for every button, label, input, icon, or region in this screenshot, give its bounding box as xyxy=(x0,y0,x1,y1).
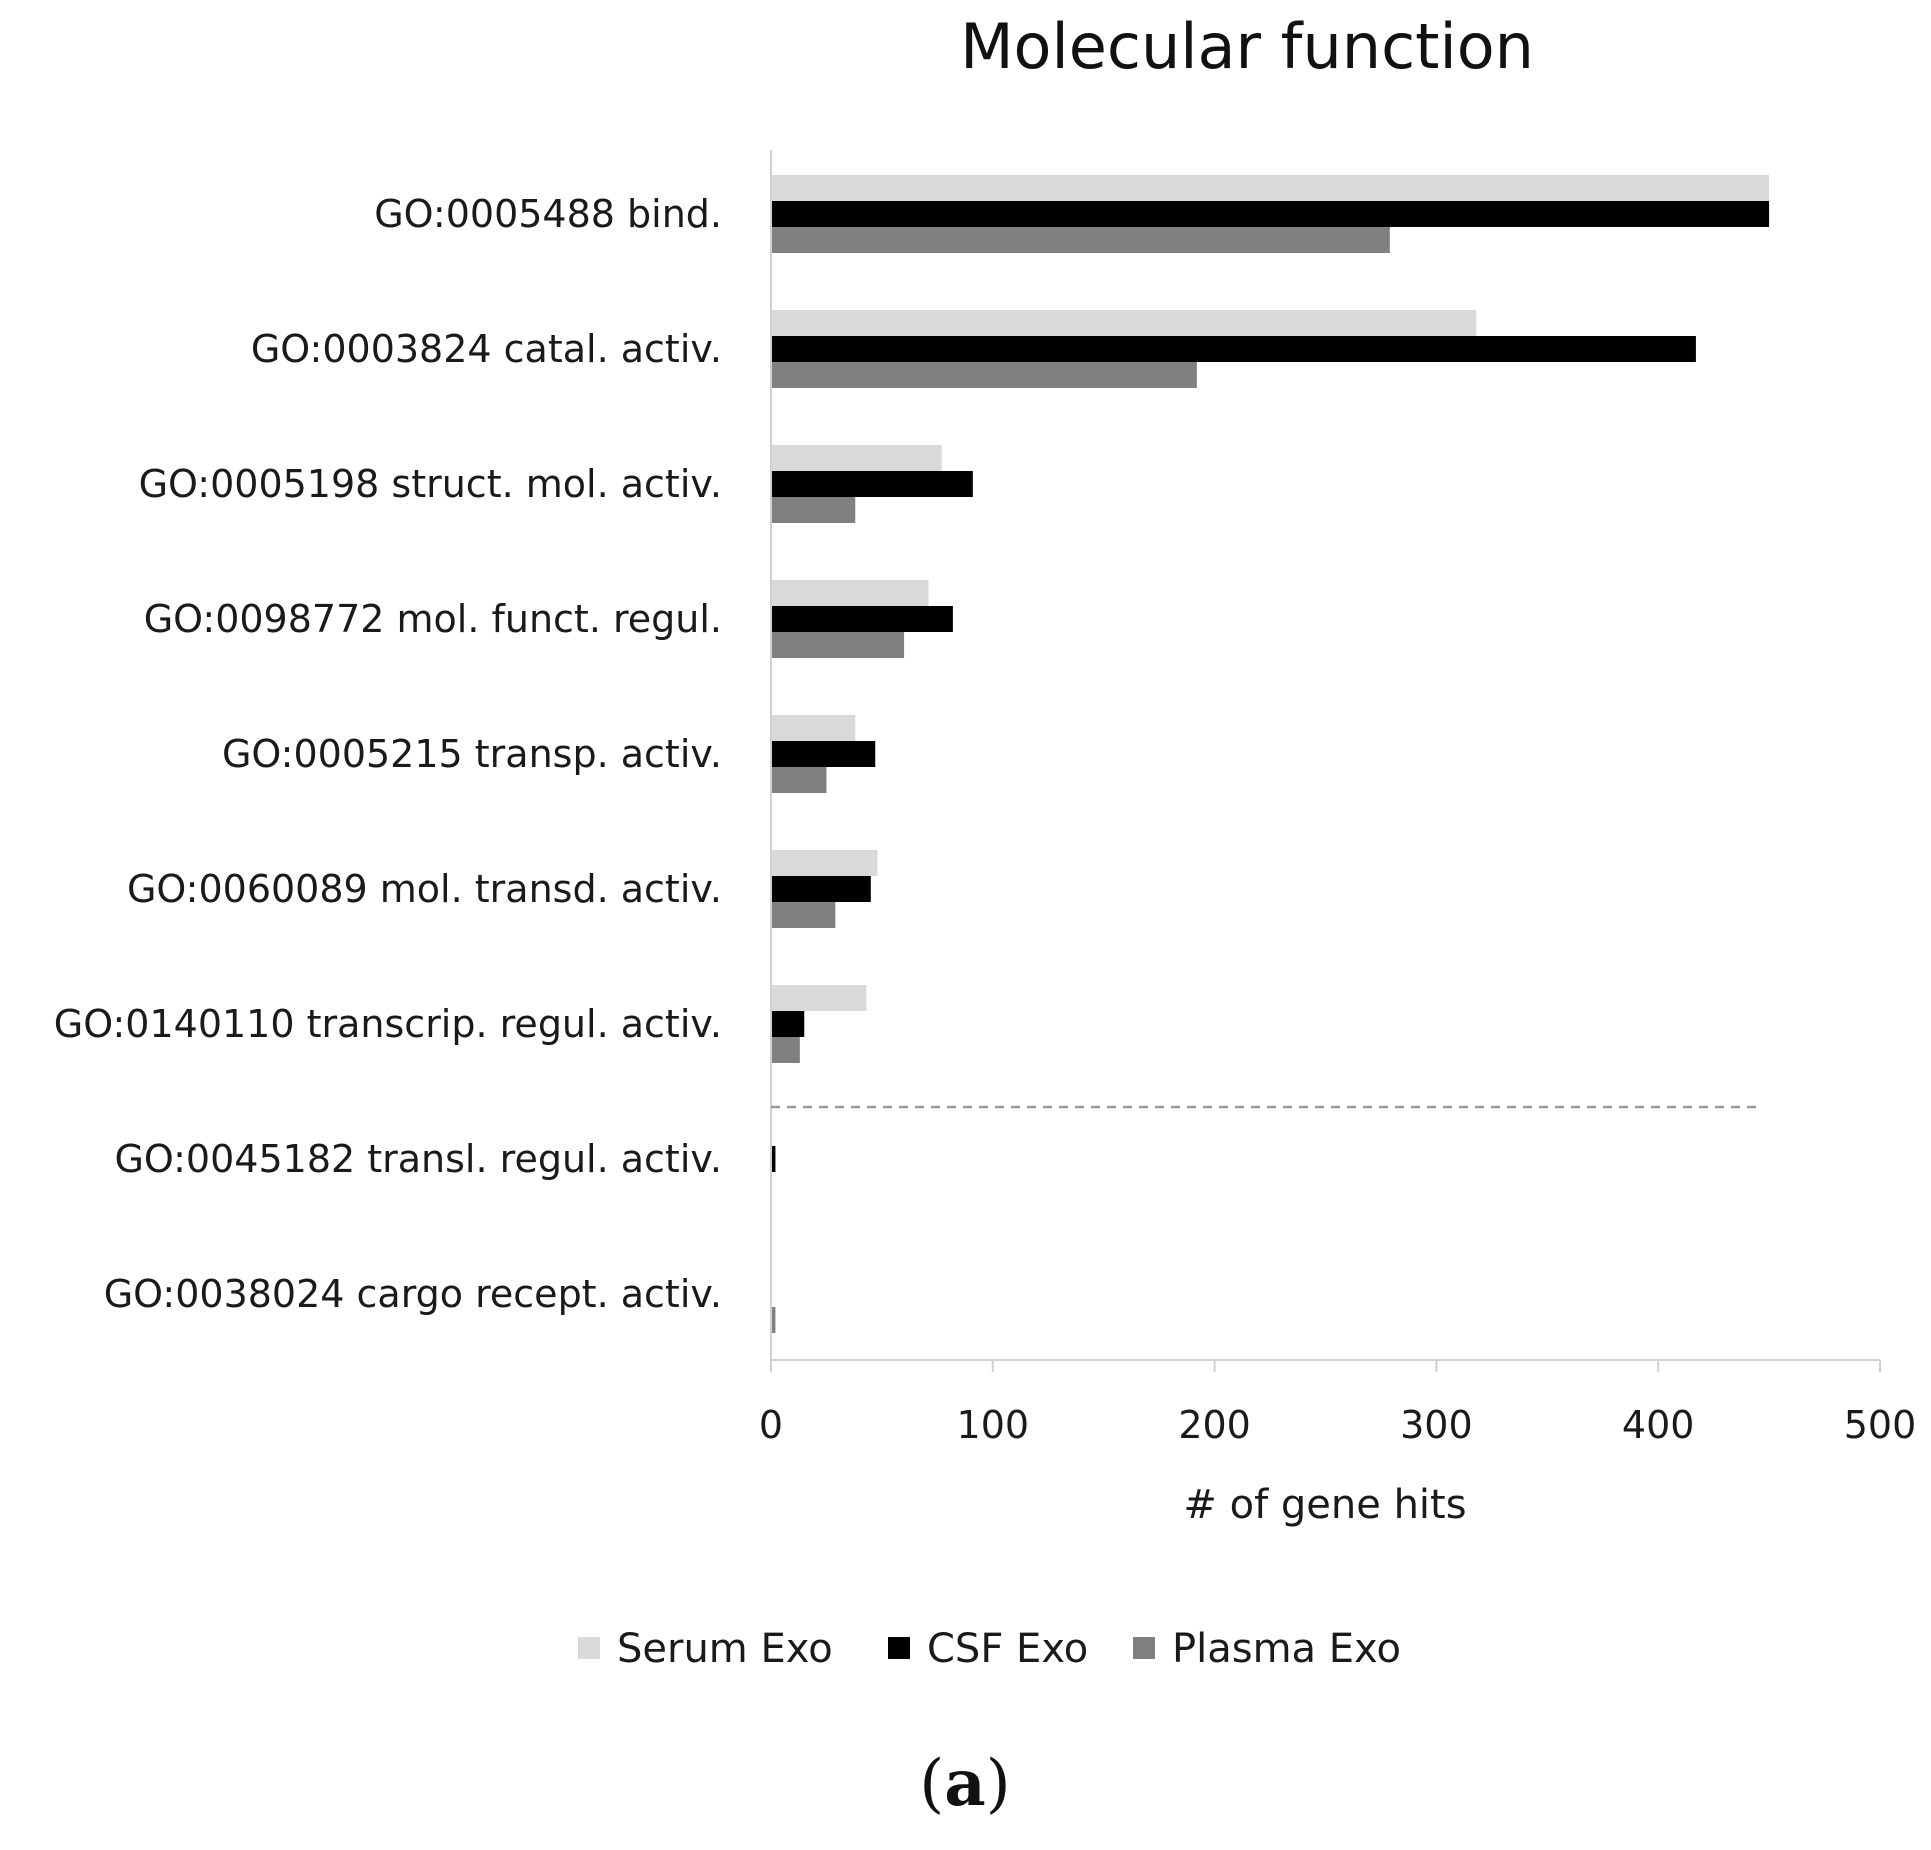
bar-plasma-exo-2 xyxy=(771,362,1197,388)
bar-csf-exo-7 xyxy=(771,1011,805,1037)
bar-plasma-exo-5 xyxy=(771,767,827,793)
bar-serum-exo-5 xyxy=(771,715,856,741)
category-label-7: GO:0140110 transcrip. regul. activ. xyxy=(54,1002,722,1046)
bar-csf-exo-5 xyxy=(771,741,876,767)
bar-csf-exo-4 xyxy=(771,606,953,632)
category-labels: GO:0005488 bind. GO:0003824 catal. activ.… xyxy=(54,192,722,1316)
bar-plasma-exo-3 xyxy=(771,497,856,523)
panel-label-letter: a xyxy=(944,1746,985,1821)
bars xyxy=(771,175,1770,1333)
bar-serum-exo-1 xyxy=(771,175,1770,201)
category-label-2: GO:0003824 catal. activ. xyxy=(251,327,722,371)
category-label-6: GO:0060089 mol. transd. activ. xyxy=(127,867,722,911)
x-tick-label-100: 100 xyxy=(957,1403,1030,1447)
legend: Serum Exo CSF Exo Plasma Exo xyxy=(578,1626,1401,1672)
bar-plasma-exo-6 xyxy=(771,902,836,928)
category-label-4: GO:0098772 mol. funct. regul. xyxy=(144,597,722,641)
bar-plasma-exo-9 xyxy=(771,1307,776,1333)
bar-csf-exo-8 xyxy=(771,1146,776,1172)
bar-plasma-exo-7 xyxy=(771,1037,800,1063)
x-tick-label-200: 200 xyxy=(1178,1403,1251,1447)
bar-serum-exo-4 xyxy=(771,580,929,606)
bar-csf-exo-2 xyxy=(771,336,1696,362)
bar-plasma-exo-4 xyxy=(771,632,905,658)
bar-serum-exo-6 xyxy=(771,850,878,876)
panel-label: (a) xyxy=(919,1746,1010,1821)
bar-serum-exo-3 xyxy=(771,445,942,471)
category-label-5: GO:0005215 transp. activ. xyxy=(222,732,722,776)
x-tick-label-0: 0 xyxy=(759,1403,783,1447)
x-tick-label-300: 300 xyxy=(1400,1403,1473,1447)
x-axis-ticks: 0 100 200 300 400 500 xyxy=(759,1360,1916,1447)
x-tick-label-400: 400 xyxy=(1622,1403,1695,1447)
bar-csf-exo-3 xyxy=(771,471,973,497)
category-label-8: GO:0045182 transl. regul. activ. xyxy=(114,1137,722,1181)
x-axis-title: # of gene hits xyxy=(1183,1482,1466,1528)
panel-label-open: ( xyxy=(919,1747,944,1821)
category-label-3: GO:0005198 struct. mol. activ. xyxy=(139,462,722,506)
bar-csf-exo-1 xyxy=(771,201,1770,227)
chart-title: Molecular function xyxy=(960,10,1534,83)
legend-label-plasma-exo: Plasma Exo xyxy=(1172,1626,1401,1672)
x-tick-label-500: 500 xyxy=(1844,1403,1917,1447)
panel-label-close: ) xyxy=(986,1747,1011,1821)
legend-swatch-csf-exo xyxy=(888,1637,910,1659)
bar-serum-exo-7 xyxy=(771,985,867,1011)
category-label-9: GO:0038024 cargo recept. activ. xyxy=(104,1272,722,1316)
legend-swatch-plasma-exo xyxy=(1133,1637,1155,1659)
legend-label-serum-exo: Serum Exo xyxy=(617,1626,833,1672)
legend-label-csf-exo: CSF Exo xyxy=(927,1626,1088,1672)
bar-serum-exo-2 xyxy=(771,310,1477,336)
category-label-1: GO:0005488 bind. xyxy=(374,192,722,236)
bar-plasma-exo-1 xyxy=(771,227,1390,253)
legend-swatch-serum-exo xyxy=(578,1637,600,1659)
bar-csf-exo-6 xyxy=(771,876,871,902)
